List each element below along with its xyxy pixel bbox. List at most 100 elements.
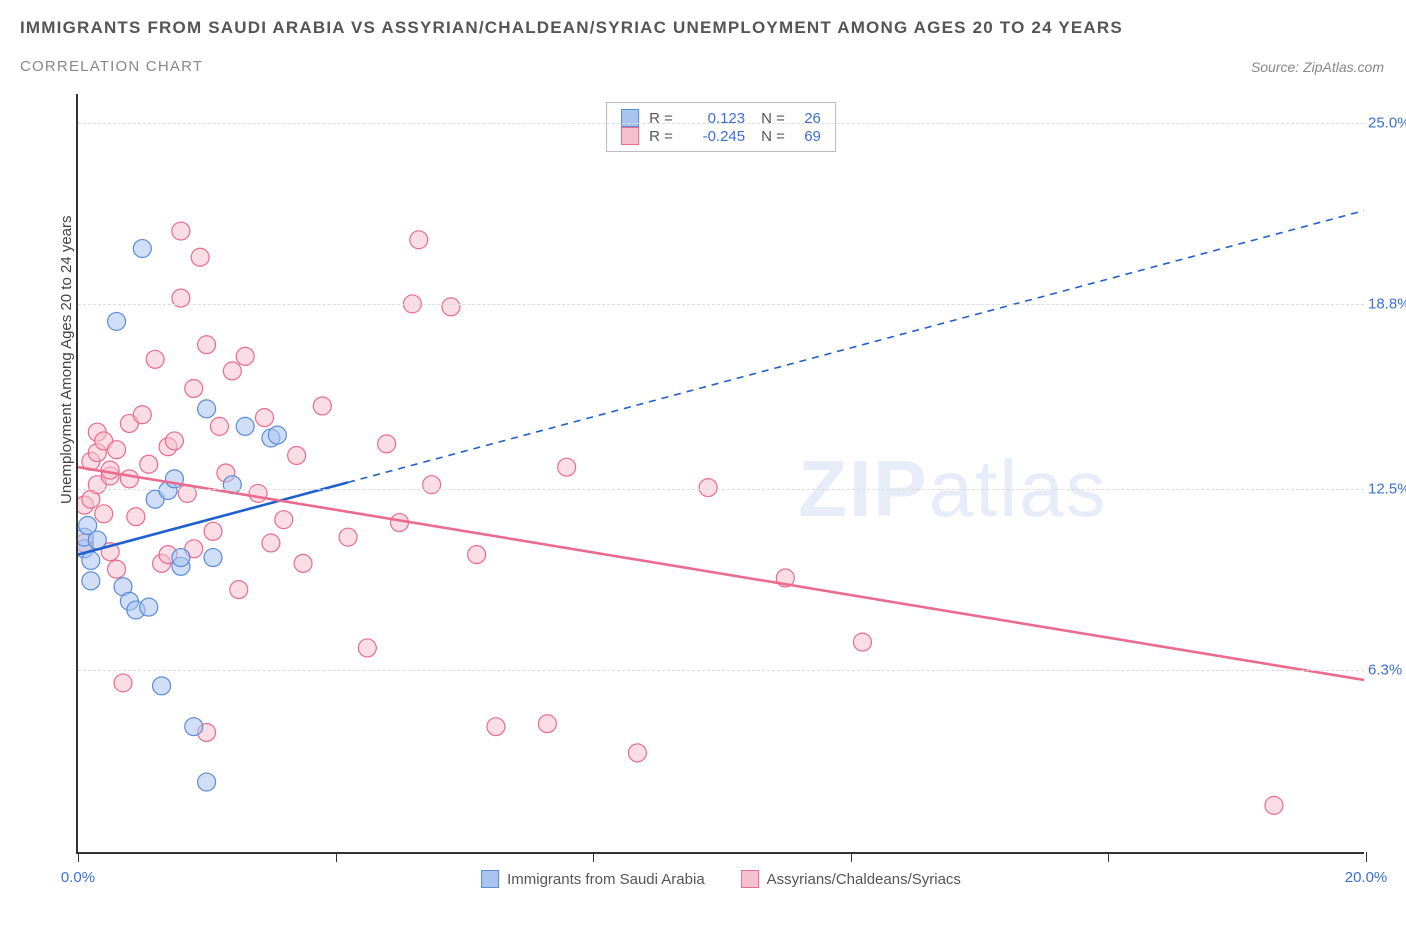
bottom-legend-label-1: Immigrants from Saudi Arabia	[507, 871, 705, 888]
r-label-2: R =	[649, 128, 677, 145]
scatter-point	[140, 455, 158, 473]
scatter-point	[268, 426, 286, 444]
bottom-legend-label-2: Assyrians/Chaldeans/Syriacs	[767, 871, 961, 888]
y-tick-label: 12.5%	[1368, 480, 1406, 497]
scatter-point	[172, 549, 190, 567]
scatter-point	[230, 581, 248, 599]
x-tick	[336, 852, 337, 862]
bottom-swatch-2	[741, 870, 759, 888]
scatter-point	[853, 633, 871, 651]
x-tick	[1108, 852, 1109, 862]
chart-area: Unemployment Among Ages 20 to 24 years Z…	[40, 84, 1390, 869]
scatter-point	[275, 511, 293, 529]
plot-svg	[78, 94, 1364, 852]
x-tick	[1366, 852, 1367, 862]
scatter-point	[172, 222, 190, 240]
scatter-point	[699, 479, 717, 497]
scatter-point	[185, 718, 203, 736]
x-tick-label: 20.0%	[1345, 869, 1388, 886]
scatter-point	[198, 773, 216, 791]
chart-subtitle: CORRELATION CHART	[20, 58, 203, 75]
scatter-point	[558, 458, 576, 476]
scatter-point	[185, 379, 203, 397]
scatter-point	[95, 505, 113, 523]
legend-swatch-1	[621, 109, 639, 127]
scatter-point	[223, 362, 241, 380]
scatter-point	[204, 522, 222, 540]
gridline-h	[78, 123, 1364, 124]
y-tick-label: 18.8%	[1368, 296, 1406, 313]
scatter-point	[378, 435, 396, 453]
scatter-point	[108, 312, 126, 330]
trend-line-solid	[78, 482, 348, 554]
scatter-point	[236, 417, 254, 435]
scatter-point	[313, 397, 331, 415]
x-tick	[78, 852, 79, 862]
bottom-swatch-1	[481, 870, 499, 888]
chart-header: IMMIGRANTS FROM SAUDI ARABIA VS ASSYRIAN…	[0, 0, 1406, 44]
scatter-point	[294, 554, 312, 572]
scatter-point	[487, 718, 505, 736]
x-tick-label: 0.0%	[61, 869, 95, 886]
bottom-legend: Immigrants from Saudi Arabia Assyrians/C…	[481, 870, 961, 888]
scatter-point	[339, 528, 357, 546]
trend-line-solid	[78, 467, 1364, 680]
source-prefix: Source:	[1251, 59, 1303, 75]
y-axis-title: Unemployment Among Ages 20 to 24 years	[58, 215, 75, 504]
scatter-point	[108, 441, 126, 459]
scatter-point	[108, 560, 126, 578]
scatter-point	[127, 508, 145, 526]
scatter-point	[120, 470, 138, 488]
subtitle-row: CORRELATION CHART Source: ZipAtlas.com	[0, 44, 1406, 81]
scatter-point	[198, 336, 216, 354]
gridline-h	[78, 670, 1364, 671]
scatter-point	[262, 534, 280, 552]
scatter-point	[358, 639, 376, 657]
correlation-legend-row-2: R = -0.245 N = 69	[621, 127, 821, 145]
legend-swatch-2	[621, 127, 639, 145]
scatter-point	[249, 484, 267, 502]
scatter-point	[1265, 796, 1283, 814]
scatter-point	[236, 347, 254, 365]
scatter-point	[255, 409, 273, 427]
scatter-point	[204, 549, 222, 567]
x-tick	[851, 852, 852, 862]
scatter-point	[288, 447, 306, 465]
scatter-point	[210, 417, 228, 435]
scatter-point	[114, 674, 132, 692]
source-attribution: Source: ZipAtlas.com	[1251, 59, 1384, 75]
r-value-2: -0.245	[687, 128, 745, 145]
scatter-point	[410, 231, 428, 249]
scatter-point	[82, 572, 100, 590]
chart-title: IMMIGRANTS FROM SAUDI ARABIA VS ASSYRIAN…	[20, 18, 1386, 38]
plot-region: ZIPatlas R = 0.123 N = 26 R = -0.245 N =…	[76, 94, 1364, 854]
scatter-point	[133, 406, 151, 424]
x-tick	[593, 852, 594, 862]
gridline-h	[78, 489, 1364, 490]
scatter-point	[198, 400, 216, 418]
correlation-legend: R = 0.123 N = 26 R = -0.245 N = 69	[606, 102, 836, 152]
scatter-point	[140, 598, 158, 616]
scatter-point	[88, 531, 106, 549]
n-value-2: 69	[795, 128, 821, 145]
scatter-point	[468, 546, 486, 564]
scatter-point	[442, 298, 460, 316]
source-name: ZipAtlas.com	[1303, 59, 1384, 75]
scatter-point	[146, 350, 164, 368]
scatter-point	[133, 240, 151, 258]
gridline-h	[78, 304, 1364, 305]
scatter-point	[423, 476, 441, 494]
scatter-point	[538, 715, 556, 733]
n-label-2: N =	[761, 128, 785, 145]
scatter-point	[165, 432, 183, 450]
y-tick-label: 6.3%	[1368, 661, 1406, 678]
bottom-legend-item-1: Immigrants from Saudi Arabia	[481, 870, 705, 888]
scatter-point	[628, 744, 646, 762]
scatter-point	[191, 248, 209, 266]
correlation-legend-row-1: R = 0.123 N = 26	[621, 109, 821, 127]
trend-line-dashed	[348, 211, 1364, 483]
bottom-legend-item-2: Assyrians/Chaldeans/Syriacs	[741, 870, 961, 888]
scatter-point	[101, 461, 119, 479]
y-tick-label: 25.0%	[1368, 115, 1406, 132]
scatter-point	[153, 677, 171, 695]
